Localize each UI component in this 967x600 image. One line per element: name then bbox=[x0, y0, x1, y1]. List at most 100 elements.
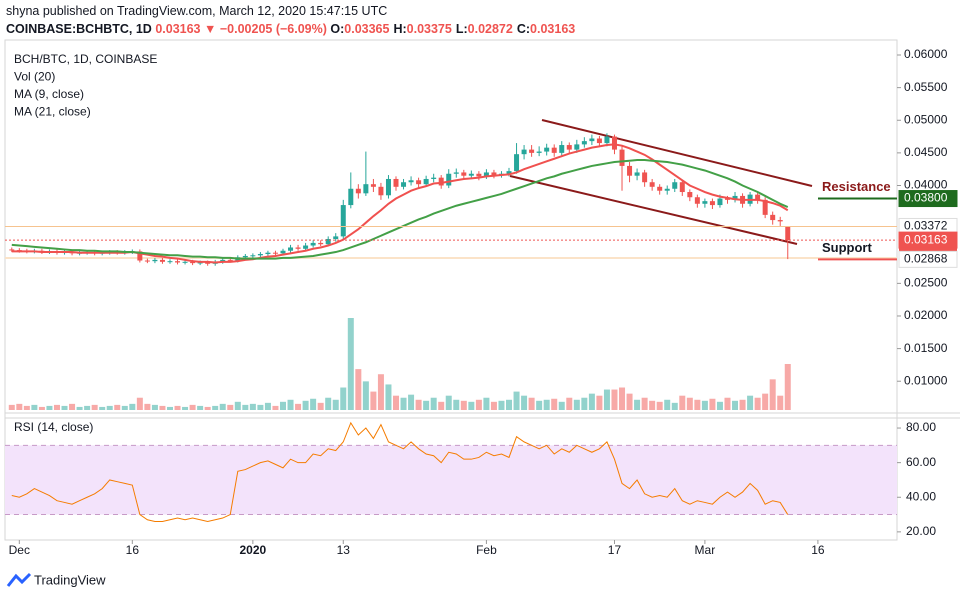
quote-label: H: bbox=[393, 22, 407, 36]
price-label-box bbox=[898, 250, 958, 268]
quote-value: 0.03163 bbox=[530, 22, 576, 36]
candle-body bbox=[732, 195, 738, 200]
volume-bar bbox=[362, 381, 369, 410]
candle-body bbox=[401, 182, 407, 187]
candle-body bbox=[627, 165, 633, 176]
volume-bar bbox=[430, 397, 437, 410]
volume-bar bbox=[279, 401, 286, 410]
volume-bar bbox=[53, 404, 60, 410]
candle-body bbox=[325, 238, 331, 245]
volume-bar bbox=[784, 364, 791, 410]
candle-body bbox=[476, 173, 482, 177]
arrow: ▼ bbox=[204, 22, 217, 36]
volume-bar bbox=[287, 399, 294, 410]
volume-bar bbox=[634, 399, 641, 410]
volume-bar bbox=[603, 389, 610, 410]
volume-bar bbox=[393, 395, 400, 410]
volume-bar bbox=[197, 405, 204, 410]
candle-body bbox=[755, 194, 761, 200]
volume-bar bbox=[506, 399, 513, 410]
candle-body bbox=[687, 192, 693, 198]
volume-bar bbox=[99, 406, 106, 410]
candle-body bbox=[318, 242, 324, 245]
volume-bar bbox=[76, 406, 83, 410]
volume-bar bbox=[626, 393, 633, 410]
volume-bar bbox=[551, 398, 558, 410]
trendline bbox=[541, 119, 813, 187]
volume-bar bbox=[16, 403, 23, 410]
candle-body bbox=[175, 261, 181, 263]
candle-body bbox=[348, 188, 354, 206]
candle-body bbox=[468, 173, 474, 176]
y-tick-label: 0.04500 bbox=[904, 145, 948, 159]
candle-body bbox=[227, 259, 233, 261]
price-label: 0.03800 bbox=[904, 191, 948, 205]
volume-bar bbox=[189, 404, 196, 410]
volume-bar bbox=[641, 397, 648, 410]
volume-bar bbox=[596, 395, 603, 410]
candle-body bbox=[453, 172, 459, 174]
level-note: Support bbox=[822, 240, 872, 255]
candle-body bbox=[649, 182, 655, 187]
rsi-line bbox=[11, 421, 789, 522]
x-tick-label: 2020 bbox=[240, 543, 267, 557]
volume-bar bbox=[536, 400, 543, 410]
volume-bar bbox=[777, 395, 784, 410]
price-label: 0.03163 bbox=[904, 232, 948, 246]
volume-bar bbox=[460, 400, 467, 410]
candle-body bbox=[785, 226, 791, 241]
volume-bar bbox=[84, 405, 91, 410]
volume-bar bbox=[385, 384, 392, 410]
ma-line bbox=[11, 159, 789, 260]
volume-bar bbox=[769, 379, 776, 410]
candle-body bbox=[762, 199, 768, 215]
y-tick-label: 0.04000 bbox=[904, 178, 948, 192]
volume-bar bbox=[543, 399, 550, 410]
volume-bar bbox=[204, 406, 211, 410]
legend-entry: BCH/BTC, 1D, COINBASE bbox=[14, 52, 157, 66]
volume-bar bbox=[747, 395, 754, 410]
volume-bar bbox=[325, 397, 332, 410]
volume-bar bbox=[566, 397, 573, 410]
volume-bar bbox=[732, 400, 739, 410]
x-tick-label: Mar bbox=[695, 543, 716, 557]
quote-line: COINBASE:BCHBTC, 1D 0.03163 ▼ −0.00205 (… bbox=[6, 22, 579, 36]
candle-body bbox=[536, 151, 542, 153]
y-tick-label: 0.05500 bbox=[904, 80, 948, 94]
rsi-tick-label: 20.00 bbox=[906, 524, 936, 538]
candle-body bbox=[280, 250, 286, 254]
volume-bar bbox=[498, 400, 505, 410]
candle-body bbox=[694, 197, 700, 204]
volume-bar bbox=[521, 395, 528, 410]
candle-body bbox=[9, 249, 15, 251]
candle-body bbox=[355, 188, 361, 194]
candle-body bbox=[423, 178, 429, 185]
volume-bar bbox=[400, 397, 407, 410]
volume-bar bbox=[257, 404, 264, 410]
candle-body bbox=[709, 201, 715, 206]
volume-bar bbox=[234, 401, 241, 410]
volume-bar bbox=[415, 399, 422, 410]
candle-body bbox=[340, 205, 346, 237]
volume-bar bbox=[656, 401, 663, 410]
trendline bbox=[509, 175, 798, 245]
candle-body bbox=[664, 188, 670, 191]
legend-entry: Vol (20) bbox=[14, 70, 55, 84]
candle-body bbox=[551, 147, 557, 153]
volume-bar bbox=[272, 405, 279, 410]
y-tick-label: 0.05000 bbox=[904, 112, 948, 126]
volume-bar bbox=[332, 399, 339, 410]
volume-bar bbox=[581, 397, 588, 410]
rsi-tick-label: 80.00 bbox=[906, 420, 936, 434]
volume-bar bbox=[114, 404, 121, 410]
volume-bar bbox=[490, 401, 497, 410]
volume-bar bbox=[762, 393, 769, 410]
volume-bar bbox=[121, 405, 128, 410]
volume-bar bbox=[664, 399, 671, 410]
candle-body bbox=[777, 220, 783, 222]
candle-body bbox=[483, 172, 489, 177]
legend-entry: RSI (14, close) bbox=[14, 420, 93, 434]
volume-bar bbox=[302, 400, 309, 410]
volume-bar bbox=[513, 391, 520, 410]
